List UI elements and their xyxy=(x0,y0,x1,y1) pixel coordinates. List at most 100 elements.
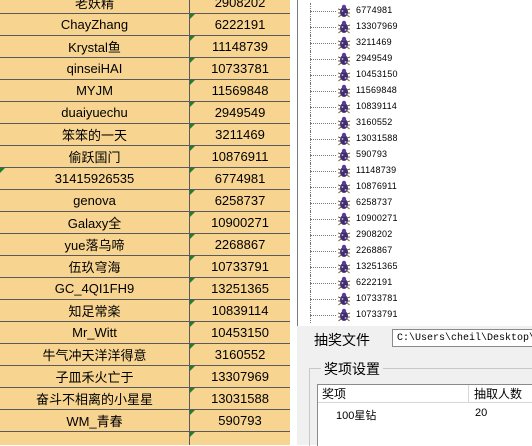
name-cell[interactable]: 笨笨的一天 xyxy=(0,124,190,146)
name-cell[interactable]: 偷跃国门 xyxy=(0,146,190,168)
tree-item[interactable]: 590793 xyxy=(298,147,532,163)
table-row[interactable]: duaiyuechu 2949549 xyxy=(0,102,290,124)
tree-item[interactable]: 6258737 xyxy=(298,195,532,211)
name-cell[interactable]: 奋斗不相离的小星星 xyxy=(0,388,190,410)
tree-item[interactable]: 2949549 xyxy=(298,51,532,67)
tree-item[interactable]: 2908202 xyxy=(298,227,532,243)
value-cell[interactable]: 11569848 xyxy=(190,80,290,102)
name-cell[interactable]: MYJM xyxy=(0,80,190,102)
table-row[interactable]: 偷跃国门 10876911 xyxy=(0,146,290,168)
bug-icon xyxy=(337,4,351,18)
tree-item[interactable]: 11148739 xyxy=(298,163,532,179)
value-cell[interactable] xyxy=(190,432,290,445)
tree-item-label: 10733781 xyxy=(356,293,398,303)
name-cell[interactable]: qinseiHAI xyxy=(0,58,190,80)
name-cell[interactable]: Galaxy全 xyxy=(0,212,190,234)
table-row[interactable]: Krystal鱼 11148739 xyxy=(0,36,290,58)
table-row[interactable]: 31415926535 6774981 xyxy=(0,168,290,190)
value-cell[interactable]: 10733791 xyxy=(190,256,290,278)
value-cell[interactable]: 3211469 xyxy=(190,124,290,146)
value-cell[interactable]: 2949549 xyxy=(190,102,290,124)
name-cell[interactable]: 31415926535 xyxy=(0,168,190,190)
value-cell[interactable]: 2268867 xyxy=(190,234,290,256)
file-path-input[interactable]: C:\Users\cheil\Desktop\ xyxy=(392,329,532,347)
name-cell[interactable]: genova xyxy=(0,190,190,212)
name-cell[interactable]: Krystal鱼 xyxy=(0,36,190,58)
name-cell[interactable]: 子皿禾火亡于 xyxy=(0,366,190,388)
table-row[interactable]: 伍玖穹海 10733791 xyxy=(0,256,290,278)
value-cell[interactable]: 11148739 xyxy=(190,36,290,58)
table-row[interactable]: 老妖精 2908202 xyxy=(0,0,290,14)
name-cell[interactable]: 知足常楽 xyxy=(0,300,190,322)
name-cell[interactable]: ChayZhang xyxy=(0,14,190,36)
tree-item[interactable]: 10453150 xyxy=(298,67,532,83)
table-row[interactable]: 子皿禾火亡于 13307969 xyxy=(0,366,290,388)
column-header-prize[interactable]: 奖项 xyxy=(318,385,469,403)
name-cell[interactable]: 牛气冲天洋洋得意 xyxy=(0,344,190,366)
name-cell[interactable]: duaiyuechu xyxy=(0,102,190,124)
value-cell[interactable]: 6258737 xyxy=(190,190,290,212)
tree-item-label: 3160552 xyxy=(356,117,393,127)
tree-item[interactable]: 11569848 xyxy=(298,83,532,99)
prize-settings-group xyxy=(309,368,532,446)
table-row[interactable]: 笨笨的一天 3211469 xyxy=(0,124,290,146)
tree-item[interactable]: 3160552 xyxy=(298,115,532,131)
tree-item[interactable]: 10900271 xyxy=(298,211,532,227)
table-row[interactable]: genova 6258737 xyxy=(0,190,290,212)
value-cell[interactable]: 10900271 xyxy=(190,212,290,234)
value-cell[interactable]: 10733781 xyxy=(190,58,290,80)
table-row[interactable] xyxy=(0,432,290,445)
value-cell[interactable]: 13307969 xyxy=(190,366,290,388)
table-row[interactable]: MYJM 11569848 xyxy=(0,80,290,102)
prize-count-cell[interactable]: 20 xyxy=(475,407,488,419)
table-row[interactable]: yue落乌啼 2268867 xyxy=(0,234,290,256)
tree-item[interactable]: 6774981 xyxy=(298,3,532,19)
table-row[interactable]: WM_青春 590793 xyxy=(0,410,290,432)
column-header-count[interactable]: 抽取人数 xyxy=(469,385,532,403)
tree-item[interactable]: 13251365 xyxy=(298,259,532,275)
table-row[interactable]: Mr_Witt 10453150 xyxy=(0,322,290,344)
value-cell[interactable]: 6222191 xyxy=(190,14,290,36)
prize-table[interactable]: 奖项 抽取人数 100星钻 20 xyxy=(317,384,532,446)
bug-icon xyxy=(337,84,351,98)
name-cell[interactable]: yue落乌啼 xyxy=(0,234,190,256)
tree-item-label: 6774981 xyxy=(356,5,393,15)
value-cell[interactable]: 10876911 xyxy=(190,146,290,168)
bug-icon xyxy=(337,148,351,162)
name-cell[interactable] xyxy=(0,432,190,445)
tree-item[interactable]: 13031588 xyxy=(298,131,532,147)
value-cell[interactable]: 590793 xyxy=(190,410,290,432)
tree-item[interactable]: 13307969 xyxy=(298,19,532,35)
value-cell[interactable]: 13031588 xyxy=(190,388,290,410)
number-tree-list[interactable]: 6774981 13307969 3211469 2949549 10453150 115… xyxy=(297,0,532,327)
tree-item[interactable]: 10876911 xyxy=(298,179,532,195)
tree-item[interactable]: 2268867 xyxy=(298,243,532,259)
name-cell[interactable]: 伍玖穹海 xyxy=(0,256,190,278)
value-cell[interactable]: 3160552 xyxy=(190,344,290,366)
table-row[interactable]: GC_4QI1FH9 13251365 xyxy=(0,278,290,300)
table-row[interactable]: Galaxy全 10900271 xyxy=(0,212,290,234)
tree-item[interactable]: 6222191 xyxy=(298,275,532,291)
prize-name-cell[interactable]: 100星钻 xyxy=(336,410,377,422)
value-cell[interactable]: 10839114 xyxy=(190,300,290,322)
name-cell[interactable]: WM_青春 xyxy=(0,410,190,432)
name-cell[interactable]: Mr_Witt xyxy=(0,322,190,344)
tree-branch-line xyxy=(310,235,336,236)
tree-item[interactable]: 10733791 xyxy=(298,307,532,323)
value-cell[interactable]: 6774981 xyxy=(190,168,290,190)
table-row[interactable]: 奋斗不相离的小星星 13031588 xyxy=(0,388,290,410)
tree-branch-line xyxy=(310,299,336,300)
tree-item[interactable]: 10839114 xyxy=(298,99,532,115)
value-cell[interactable]: 10453150 xyxy=(190,322,290,344)
table-row[interactable]: qinseiHAI 10733781 xyxy=(0,58,290,80)
name-cell[interactable]: 老妖精 xyxy=(0,0,190,14)
name-cell[interactable]: GC_4QI1FH9 xyxy=(0,278,190,300)
table-row[interactable]: ChayZhang 6222191 xyxy=(0,14,290,36)
value-cell[interactable]: 2908202 xyxy=(190,0,290,14)
tree-item-label: 10453150 xyxy=(356,69,398,79)
tree-item[interactable]: 10733781 xyxy=(298,291,532,307)
value-cell[interactable]: 13251365 xyxy=(190,278,290,300)
table-row[interactable]: 知足常楽 10839114 xyxy=(0,300,290,322)
tree-item[interactable]: 3211469 xyxy=(298,35,532,51)
table-row[interactable]: 牛气冲天洋洋得意 3160552 xyxy=(0,344,290,366)
